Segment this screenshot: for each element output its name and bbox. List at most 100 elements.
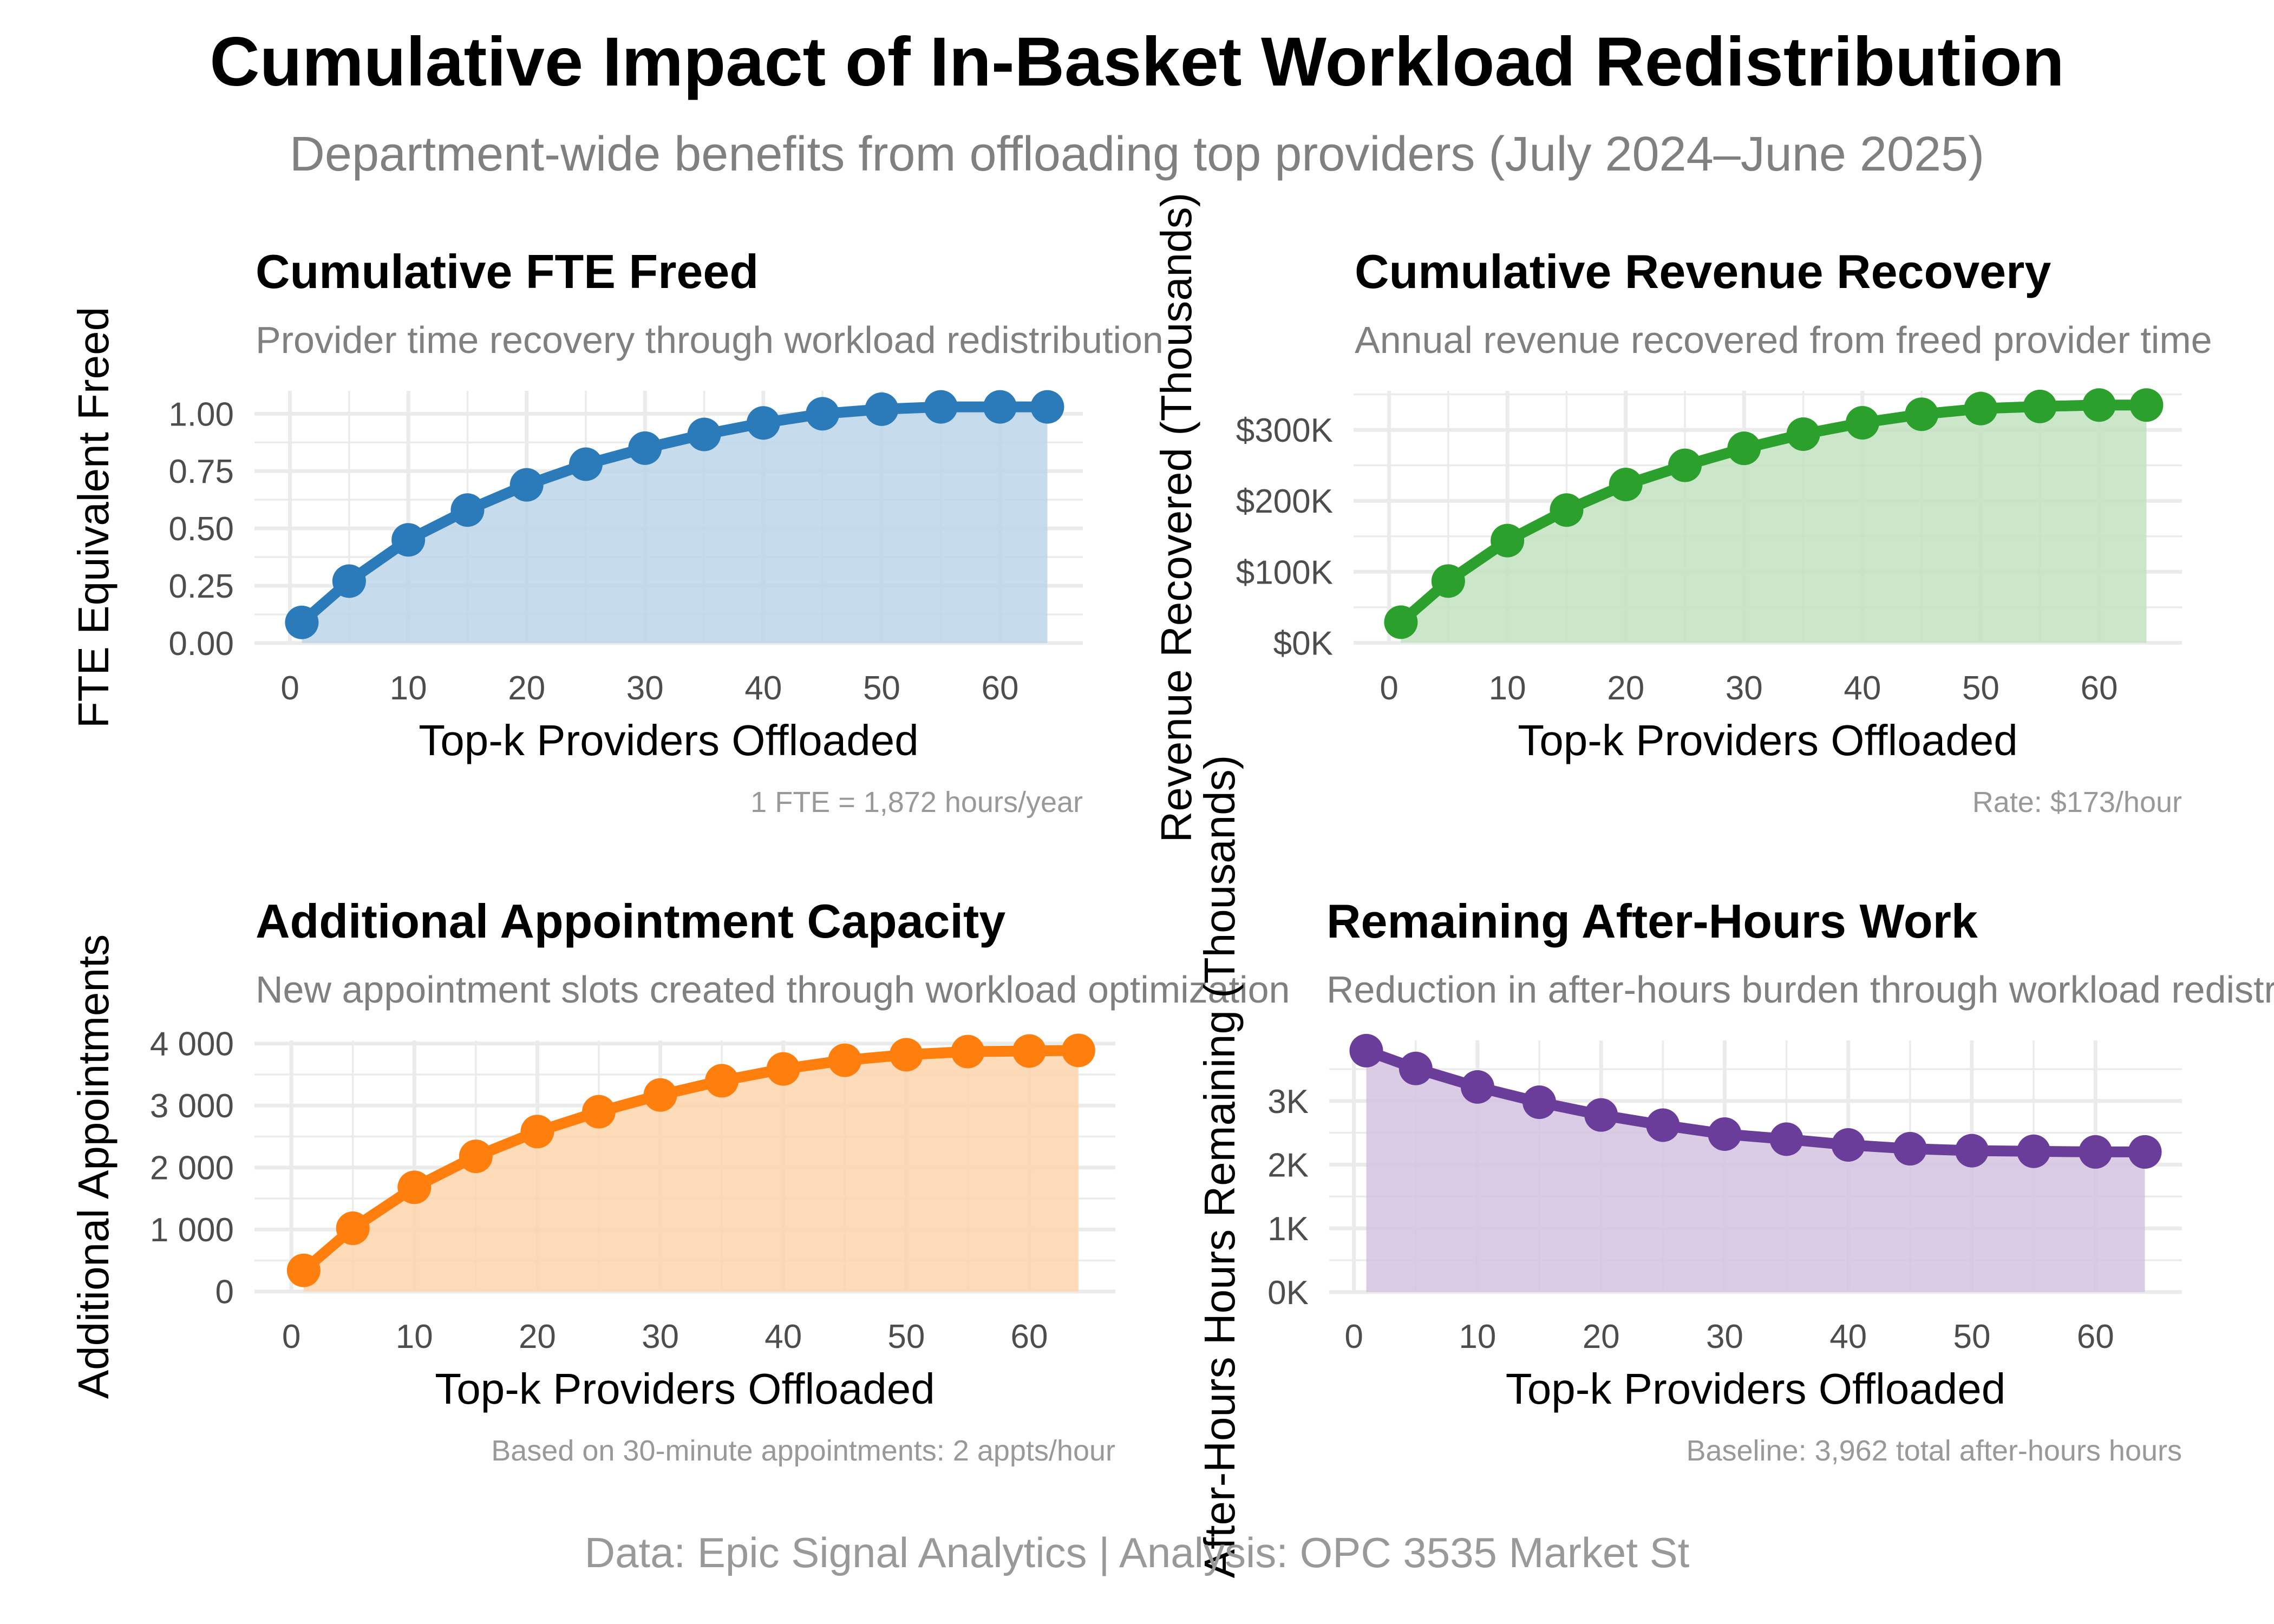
x-tick-label: 20 [1607, 670, 1644, 707]
y-axis-label: Revenue Recovered (Thousands) [1152, 193, 1200, 843]
figure-title: Cumulative Impact of In-Basket Workload … [210, 23, 2064, 101]
data-point [1786, 417, 1820, 451]
data-point [1668, 448, 1702, 482]
x-axis-label: Top-k Providers Offloaded [435, 1365, 935, 1413]
x-tick-label: 30 [642, 1318, 679, 1355]
y-tick-label: $100K [1236, 554, 1333, 591]
chart-panel-4: Remaining After-Hours Work Reduction in a… [1195, 755, 2274, 1579]
y-tick-label: 3K [1267, 1083, 1309, 1121]
data-point [397, 1170, 432, 1204]
x-axis-label: Top-k Providers Offloaded [419, 716, 918, 764]
chart-panel-1: Cumulative FTE Freed Provider time recove… [69, 245, 1164, 818]
panel-title: Additional Appointment Capacity [256, 894, 1005, 948]
data-point [1905, 397, 1939, 431]
x-tick-label: 50 [863, 670, 900, 707]
panel-title: Cumulative FTE Freed [256, 245, 759, 298]
x-tick-label: 40 [1829, 1318, 1867, 1355]
data-point [509, 468, 544, 502]
y-tick-label: 1 000 [150, 1212, 234, 1249]
data-point [450, 493, 485, 527]
x-tick-label: 20 [508, 670, 545, 707]
data-point [2023, 389, 2057, 423]
x-tick-label: 60 [2081, 670, 2118, 707]
x-tick-label: 10 [1459, 1318, 1496, 1355]
data-point [1349, 1033, 1383, 1068]
y-axis-label: Additional Appointments [69, 934, 117, 1399]
y-tick-label: 0K [1267, 1274, 1309, 1312]
x-tick-label: 60 [1011, 1318, 1048, 1355]
panel-subtitle: Reduction in after-hours burden through … [1327, 968, 2274, 1011]
y-axis-label: FTE Equivalent Freed [69, 307, 117, 728]
x-tick-label: 40 [764, 1318, 802, 1355]
x-tick-label: 60 [2077, 1318, 2114, 1355]
data-point [582, 1095, 616, 1129]
data-point [1769, 1122, 1803, 1156]
data-point [1522, 1085, 1557, 1119]
data-point [705, 1064, 739, 1098]
y-tick-label: 0 [215, 1274, 234, 1311]
data-point [1708, 1117, 1742, 1151]
panel-subtitle: Annual revenue recovered from freed prov… [1355, 319, 2212, 361]
data-point [806, 397, 840, 431]
x-tick-label: 40 [1844, 670, 1881, 707]
data-point [1831, 1128, 1865, 1162]
data-point [1609, 468, 1643, 502]
data-point [1460, 1070, 1494, 1104]
panel-title: Remaining After-Hours Work [1327, 894, 1978, 948]
data-point [889, 1038, 923, 1072]
data-point [1727, 431, 1761, 466]
panel-note: Based on 30-minute appointments: 2 appts… [491, 1435, 1115, 1467]
data-point [285, 605, 319, 639]
x-tick-label: 30 [1726, 670, 1763, 707]
x-tick-label: 0 [1380, 670, 1398, 707]
x-tick-label: 50 [1953, 1318, 1990, 1355]
y-tick-label: $0K [1273, 625, 1333, 662]
x-tick-label: 20 [519, 1318, 556, 1355]
x-tick-label: 0 [280, 670, 299, 707]
data-point [1491, 523, 1525, 558]
y-tick-label: 0.75 [168, 453, 234, 490]
chart-panels: Cumulative FTE Freed Provider time recove… [69, 193, 2274, 1579]
data-point [1893, 1132, 1927, 1166]
y-tick-label: 0.50 [168, 510, 234, 548]
y-tick-label: $200K [1236, 483, 1333, 520]
data-point [1845, 405, 1879, 440]
panel-note: Baseline: 3,962 total after-hours hours [1686, 1435, 2182, 1467]
x-tick-label: 60 [982, 670, 1019, 707]
panel-title: Cumulative Revenue Recovery [1355, 245, 2051, 298]
panel-note: 1 FTE = 1,872 hours/year [750, 786, 1083, 818]
chart-panel-3: Additional Appointment Capacity New appoi… [69, 894, 1290, 1467]
y-tick-label: $300K [1236, 412, 1333, 449]
data-point [1964, 391, 1998, 425]
data-point [828, 1043, 862, 1077]
area-fill [1401, 405, 2147, 643]
area-fill [303, 1050, 1079, 1292]
x-axis-label: Top-k Providers Offloaded [1506, 1365, 2005, 1413]
figure-caption: Data: Epic Signal Analytics | Analysis: … [585, 1529, 1690, 1576]
y-tick-label: 0.25 [168, 568, 234, 605]
data-point [766, 1052, 800, 1086]
data-point [1550, 493, 1584, 527]
x-tick-label: 30 [626, 670, 664, 707]
x-tick-label: 30 [1706, 1318, 1743, 1355]
data-point [336, 1211, 370, 1245]
data-point [865, 392, 899, 426]
data-point [1399, 1051, 1433, 1085]
data-point [391, 523, 426, 557]
data-point [2128, 1135, 2162, 1169]
data-point [2017, 1134, 2051, 1168]
x-tick-label: 10 [396, 1318, 433, 1355]
data-point [983, 390, 1017, 424]
data-point [1030, 390, 1064, 424]
data-point [1012, 1034, 1046, 1068]
y-axis-label: After-Hours Hours Remaining (Thousands) [1195, 755, 1244, 1579]
data-point [1384, 605, 1418, 639]
panel-subtitle: Provider time recovery through workload … [256, 319, 1164, 361]
data-point [1584, 1098, 1618, 1132]
x-tick-label: 10 [390, 670, 427, 707]
chart-panel-2: Cumulative Revenue Recovery Annual revenu… [1152, 193, 2212, 843]
data-point [1646, 1108, 1680, 1142]
x-tick-label: 0 [282, 1318, 300, 1355]
